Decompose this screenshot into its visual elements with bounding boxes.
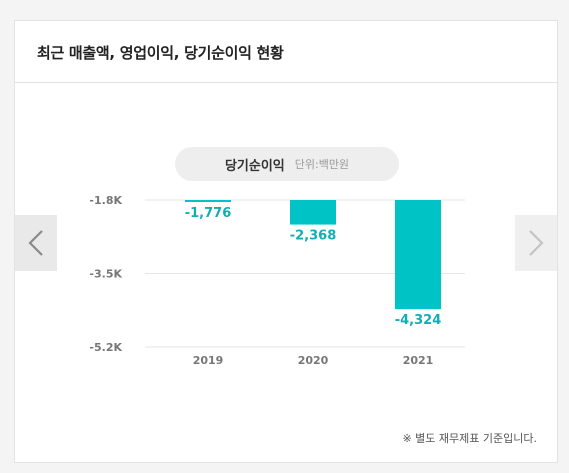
chart-unit: 단위:백만원 [294, 158, 350, 171]
net-income-bar-chart: -1.8K -3.5K -5.2K -1,776 2019 -2,368 2020 -4,32… [89, 194, 465, 367]
next-chart-button[interactable] [515, 215, 557, 271]
prev-chart-button[interactable] [15, 215, 57, 271]
bar [185, 200, 231, 202]
x-tick-label: 2021 [403, 354, 434, 367]
footnote: ※ 별도 재무제표 기준입니다. [402, 432, 537, 445]
x-tick-label: 2019 [193, 354, 224, 367]
title-divider [15, 82, 557, 83]
data-label: -4,324 [395, 313, 442, 328]
data-label: -2,368 [290, 229, 337, 244]
y-tick-label: -5.2K [89, 341, 122, 354]
financial-summary-card: 최근 매출액, 영업이익, 당기순이익 현황 당기순이익 단위:백만원 -1.8… [14, 20, 558, 463]
chevron-right-icon [529, 230, 544, 256]
y-tick-label: -3.5K [89, 268, 122, 281]
chevron-left-icon [28, 230, 43, 256]
chart-label-pill: 당기순이익 단위:백만원 [175, 147, 399, 181]
y-tick-label: -1.8K [89, 194, 122, 207]
card-title: 최근 매출액, 영업이익, 당기순이익 현황 [37, 44, 284, 62]
data-label: -1,776 [185, 206, 232, 221]
chart-name: 당기순이익 [224, 158, 285, 174]
bar [290, 200, 336, 225]
x-tick-label: 2020 [298, 354, 329, 367]
bar [395, 200, 441, 310]
